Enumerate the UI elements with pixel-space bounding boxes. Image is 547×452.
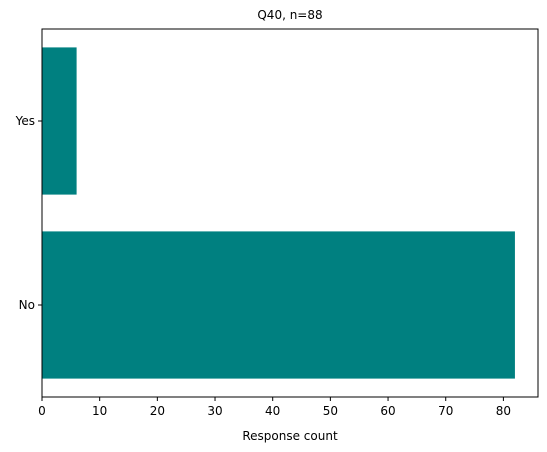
x-tick-label: 40 <box>265 404 280 418</box>
x-tick-label: 10 <box>92 404 107 418</box>
y-tick-label: No <box>19 298 35 312</box>
y-tick-label: Yes <box>15 114 35 128</box>
chart-title: Q40, n=88 <box>257 8 322 22</box>
bar-yes <box>42 47 77 195</box>
y-axis-ticks: Yes No <box>15 114 42 312</box>
bars-group <box>42 47 515 379</box>
x-tick-label: 80 <box>496 404 511 418</box>
x-tick-label: 20 <box>150 404 165 418</box>
x-tick-label: 60 <box>380 404 395 418</box>
x-axis-label: Response count <box>242 429 338 443</box>
x-tick-label: 30 <box>207 404 222 418</box>
x-axis-ticks: 0 10 20 30 40 50 60 70 80 <box>38 397 511 418</box>
x-tick-label: 70 <box>438 404 453 418</box>
plot-frame <box>41 28 539 398</box>
x-tick-label: 0 <box>38 404 46 418</box>
x-tick-label: 50 <box>323 404 338 418</box>
bar-no <box>42 231 515 379</box>
